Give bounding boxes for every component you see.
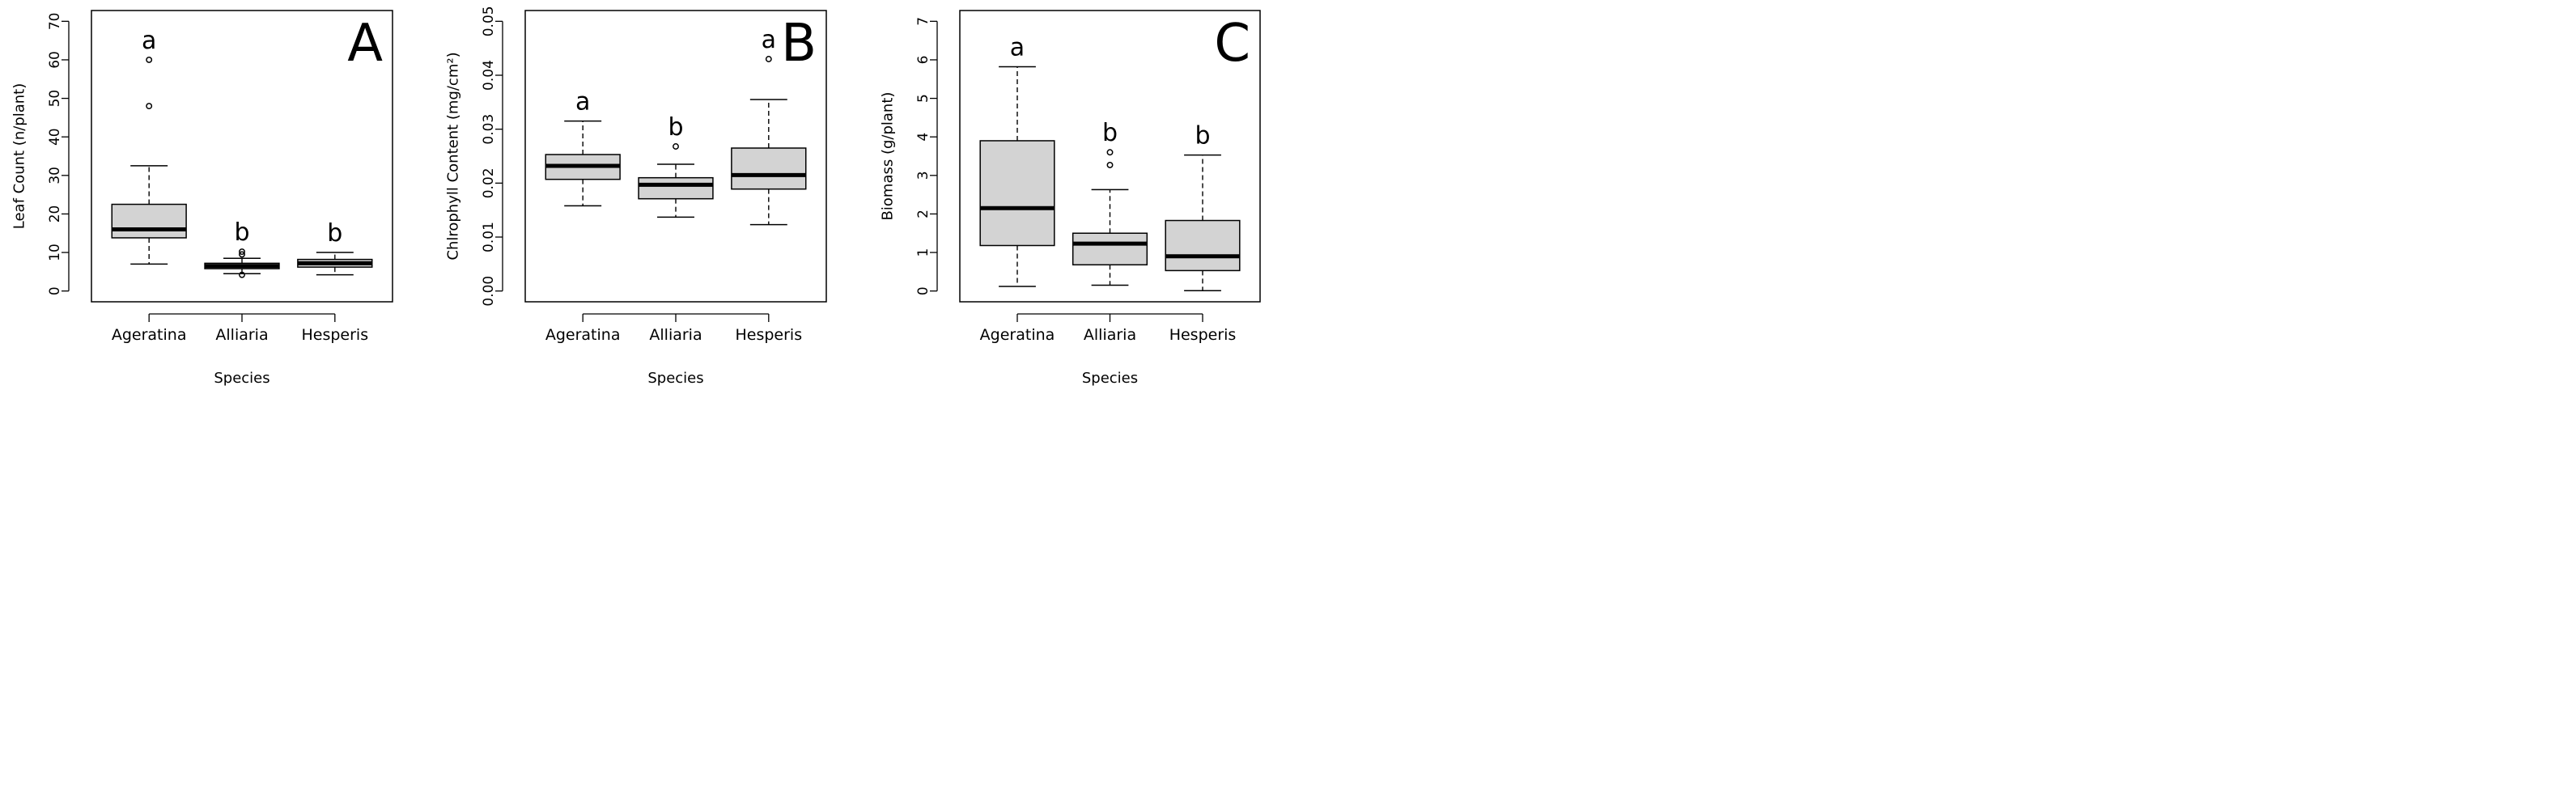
- box-ageratina: a: [979, 34, 1055, 287]
- x-axis-title: Species: [647, 370, 703, 387]
- iqr-box: [1165, 219, 1241, 272]
- x-category-label: Hesperis: [1169, 326, 1237, 344]
- significance-letter: b: [234, 218, 249, 247]
- y-tick-label: 0: [47, 286, 63, 295]
- y-tick-label: 10: [47, 244, 63, 261]
- box-ageratina: a: [111, 27, 187, 265]
- x-category-label: Alliaria: [215, 326, 268, 344]
- box-alliaria: b: [1072, 119, 1148, 286]
- y-tick-label: 3: [915, 171, 932, 180]
- y-tick-label: 20: [47, 206, 63, 223]
- outlier-point: [1106, 149, 1114, 156]
- panel-letter: B: [781, 14, 817, 74]
- y-tick-label: 60: [47, 51, 63, 69]
- x-category-label: Ageratina: [980, 326, 1055, 344]
- panel-a: 0 10 20 30 40 50 60 70 Leaf Count (n/plant) Agera…: [11, 10, 393, 387]
- outlier-point: [1106, 162, 1114, 168]
- y-axis-title: Chlrophyll Content (mg/cm²): [445, 52, 462, 260]
- y-tick-label: 50: [47, 90, 63, 108]
- significance-letter: a: [1010, 34, 1025, 62]
- y-tick-label: 0.02: [481, 167, 497, 198]
- iqr-box: [111, 203, 187, 239]
- plot-frame: [524, 10, 827, 303]
- y-tick-label: 30: [47, 167, 63, 184]
- iqr-box: [731, 147, 807, 190]
- y-tick-label: 70: [47, 13, 63, 31]
- significance-letter: a: [762, 26, 776, 54]
- box-ageratina: a: [545, 88, 621, 207]
- x-category-label: Hesperis: [736, 326, 803, 344]
- outlier-point: [239, 248, 245, 256]
- box-hesperis: b: [1165, 122, 1241, 291]
- outlier-point: [239, 271, 245, 278]
- box-alliaria: b: [638, 113, 714, 218]
- y-tick-label: 0.04: [481, 60, 497, 91]
- outlier-point: [146, 57, 153, 63]
- panel-b: 0.00 0.01 0.02 0.03 0.04 0.05 Chlrophyll Conte…: [445, 6, 827, 387]
- x-category-label: Alliaria: [1084, 326, 1136, 344]
- x-category-label: Ageratina: [545, 326, 621, 344]
- outlier-point: [146, 103, 153, 110]
- x-axis-title: Species: [1082, 370, 1138, 387]
- y-axis-title: Biomass (g/plant): [880, 92, 897, 221]
- panel-c: 0 1 2 3 4 5 6 7 Biomass (g/plant) Ageratina Alliar…: [880, 10, 1261, 387]
- significance-letter: b: [327, 219, 342, 248]
- significance-letter: b: [668, 113, 683, 142]
- significance-letter: b: [1102, 119, 1118, 147]
- panel-letter: A: [347, 14, 383, 74]
- panel-letter: C: [1214, 14, 1250, 74]
- y-tick-label: 5: [915, 94, 932, 103]
- y-tick-label: 1: [915, 248, 932, 257]
- y-tick-label: 0.05: [481, 6, 497, 36]
- outlier-point: [765, 56, 772, 62]
- significance-letter: a: [142, 27, 156, 55]
- outlier-point: [673, 143, 679, 150]
- box-hesperis: a: [731, 26, 807, 226]
- x-category-label: Alliaria: [649, 326, 702, 344]
- y-tick-label: 0.01: [481, 222, 497, 252]
- outlier-point: [239, 251, 245, 258]
- box-hesperis: b: [297, 219, 373, 276]
- y-axis-title: Leaf Count (n/plant): [11, 83, 28, 230]
- iqr-box: [638, 176, 714, 200]
- y-tick-label: 2: [915, 210, 932, 218]
- x-category-label: Hesperis: [302, 326, 369, 344]
- iqr-box: [1072, 232, 1148, 266]
- iqr-box: [979, 140, 1055, 247]
- y-tick-label: 0.03: [481, 114, 497, 145]
- y-tick-label: 7: [915, 17, 932, 26]
- significance-letter: b: [1195, 122, 1210, 150]
- y-tick-label: 4: [915, 133, 932, 142]
- x-category-label: Ageratina: [112, 326, 187, 344]
- y-tick-label: 6: [915, 56, 932, 65]
- y-tick-label: 40: [47, 128, 63, 146]
- plot-frame: [959, 10, 1261, 303]
- y-tick-label: 0.00: [481, 276, 497, 307]
- x-axis-title: Species: [214, 370, 269, 387]
- plot-frame: [91, 10, 393, 303]
- significance-letter: a: [575, 88, 590, 117]
- y-tick-label: 0: [915, 286, 932, 295]
- box-alliaria: b: [204, 218, 280, 278]
